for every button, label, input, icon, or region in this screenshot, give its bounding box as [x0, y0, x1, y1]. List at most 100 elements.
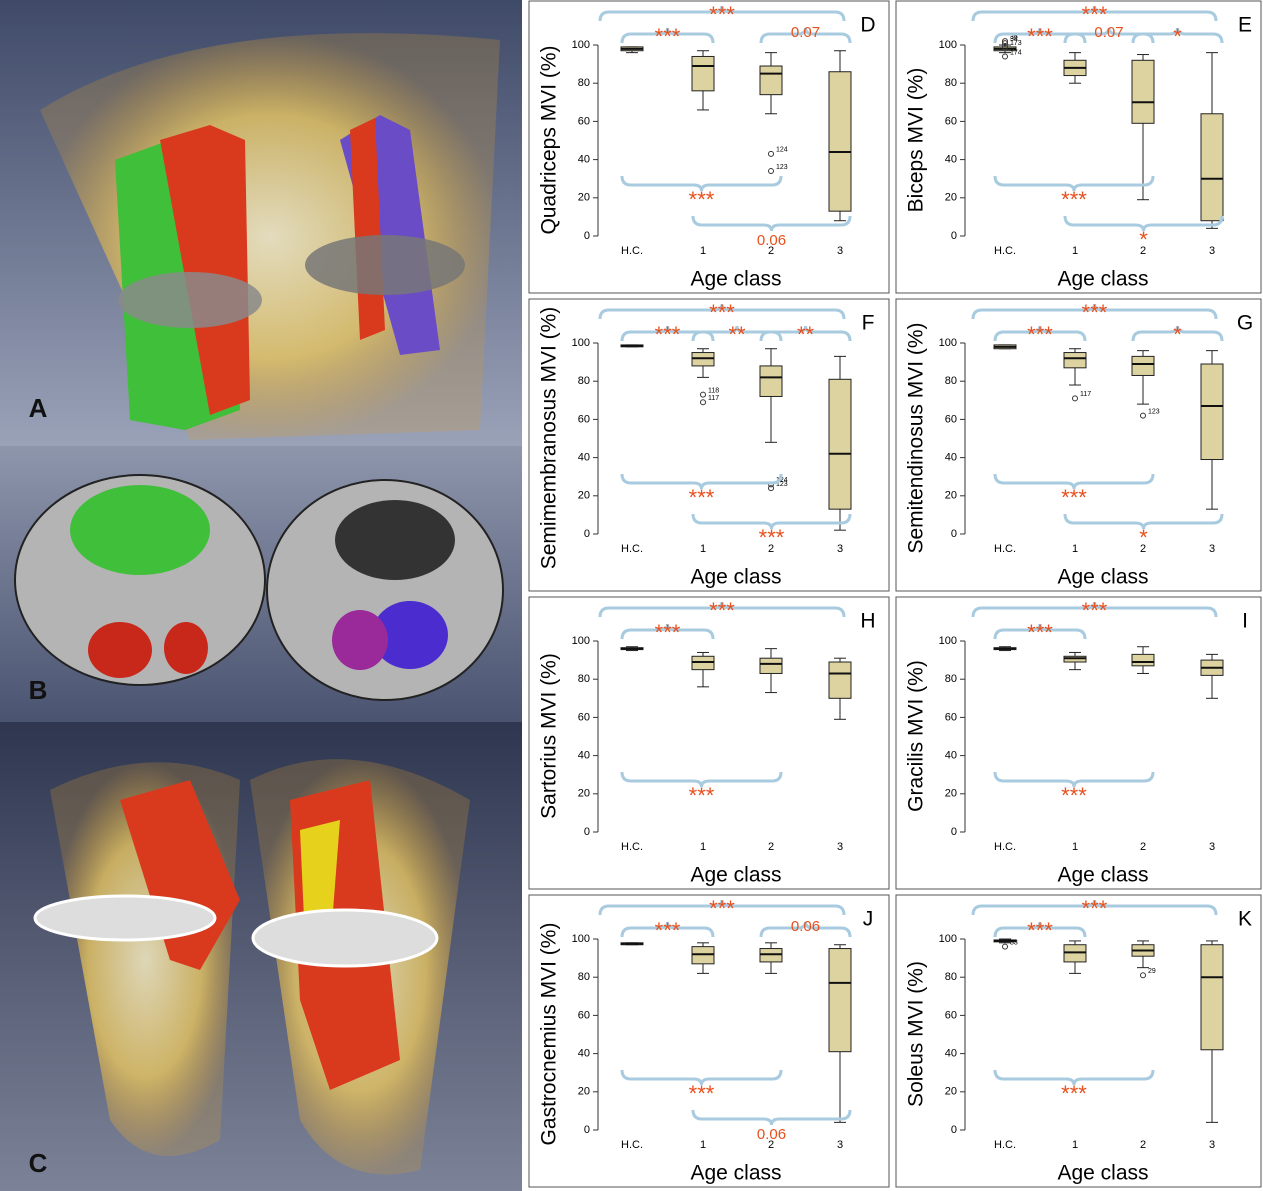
x-axis-label: Age class [690, 864, 781, 887]
y-tick-label: 0 [951, 1124, 957, 1136]
significance-label: *** [1027, 24, 1053, 49]
comparison-bracket [971, 899, 1218, 916]
panel-label: A [29, 393, 48, 423]
x-tick-label: 3 [837, 1139, 843, 1151]
x-axis-label: Age class [1057, 566, 1148, 589]
panel-letter: E [1238, 14, 1252, 37]
panel-letter: F [862, 312, 875, 335]
box [1063, 352, 1087, 369]
y-tick-label: 80 [945, 673, 957, 685]
y-tick-label: 20 [945, 192, 957, 204]
slice-disc [305, 235, 465, 295]
significance-label: * [1173, 322, 1182, 347]
y-tick-label: 60 [578, 711, 590, 723]
box [1131, 59, 1155, 124]
comparison-bracket [620, 623, 715, 640]
significance-label: *** [689, 485, 715, 510]
outlier [768, 485, 774, 492]
y-tick-label: 0 [584, 230, 590, 242]
y-axis-label: Soleus MVI (%) [905, 961, 928, 1107]
outlier-label: 124 [776, 147, 788, 154]
comparison-bracket [993, 771, 1155, 788]
significance-label: *** [1082, 300, 1108, 325]
y-axis-label: Sartorius MVI (%) [538, 653, 561, 819]
box [759, 365, 783, 397]
comparison-bracket [691, 513, 852, 530]
y-tick-label: 100 [572, 337, 590, 349]
comparison-bracket [1131, 27, 1224, 44]
outlier-label: 33 [1010, 939, 1018, 946]
comparison-bracket [993, 1069, 1155, 1086]
outlier-label: 118 [708, 387, 719, 394]
comparison-bracket [971, 303, 1218, 320]
y-tick-label: 100 [939, 933, 957, 945]
box [828, 71, 852, 212]
y-tick-label: 60 [578, 115, 590, 127]
box-chart: 0 20 40 60 80 100 H.C. 1 2 3 Age class Gracilis MVI… [895, 596, 1262, 890]
x-axis-label: Age class [1057, 864, 1148, 887]
outlier [1002, 53, 1008, 60]
significance-label: *** [1061, 485, 1087, 510]
significance-label: * [1139, 227, 1148, 252]
x-tick-label: 1 [700, 543, 706, 555]
comparison-bracket [759, 27, 852, 44]
significance-label: ** [728, 322, 746, 347]
comparison-bracket [1131, 325, 1224, 342]
y-tick-label: 80 [945, 77, 957, 89]
y-tick-label: 100 [939, 39, 957, 51]
outlier-label: 123 [1148, 408, 1160, 415]
x-tick-label: 1 [700, 1139, 706, 1151]
x-tick-label: 1 [1072, 841, 1078, 853]
box [759, 657, 783, 674]
x-tick-label: 1 [700, 245, 706, 257]
outlier [700, 399, 706, 406]
box [1131, 653, 1155, 667]
y-tick-label: 40 [578, 154, 590, 166]
box [1200, 113, 1224, 222]
outlier-label: 117 [1080, 391, 1091, 398]
outlier [1002, 40, 1008, 47]
y-tick-label: 20 [578, 1086, 590, 1098]
y-tick-label: 80 [578, 375, 590, 387]
x-tick-label: H.C. [621, 841, 643, 853]
panel-letter: K [1238, 908, 1252, 931]
section-red [164, 622, 208, 674]
x-tick-label: 3 [837, 841, 843, 853]
comparison-bracket [993, 175, 1155, 192]
significance-label: *** [1027, 322, 1053, 347]
y-tick-label: 20 [578, 490, 590, 502]
section-red [88, 622, 152, 678]
panel-letter: I [1242, 610, 1248, 633]
comparison-bracket [598, 601, 846, 618]
significance-label: *** [759, 525, 785, 550]
y-tick-label: 60 [578, 413, 590, 425]
section-green [70, 485, 210, 575]
panel-frame [895, 298, 1262, 592]
x-axis-label: Age class [690, 1162, 781, 1185]
box [759, 65, 783, 96]
outlier [768, 150, 774, 157]
x-tick-label: 3 [1209, 841, 1215, 853]
x-tick-label: 3 [837, 543, 843, 555]
comparison-bracket [993, 921, 1087, 938]
outlier-label: 123 [776, 481, 788, 488]
image-panels: A B C [0, 0, 522, 1191]
panel-letter: J [863, 908, 874, 931]
muscle-red [160, 125, 250, 415]
significance-label: ** [797, 322, 815, 347]
y-tick-label: 80 [578, 77, 590, 89]
y-tick-label: 40 [945, 1048, 957, 1060]
box [691, 55, 715, 92]
y-tick-label: 80 [578, 971, 590, 983]
x-tick-label: 2 [768, 1139, 774, 1151]
y-tick-label: 80 [578, 673, 590, 685]
x-tick-label: 3 [1209, 543, 1215, 555]
box [828, 378, 852, 510]
outlier [1002, 943, 1008, 950]
outlier-label: 123 [776, 164, 788, 171]
y-tick-label: 60 [945, 413, 957, 425]
y-axis-label: Semitendinosus MVI (%) [905, 322, 928, 553]
outlier-label: 174 [1010, 49, 1022, 56]
